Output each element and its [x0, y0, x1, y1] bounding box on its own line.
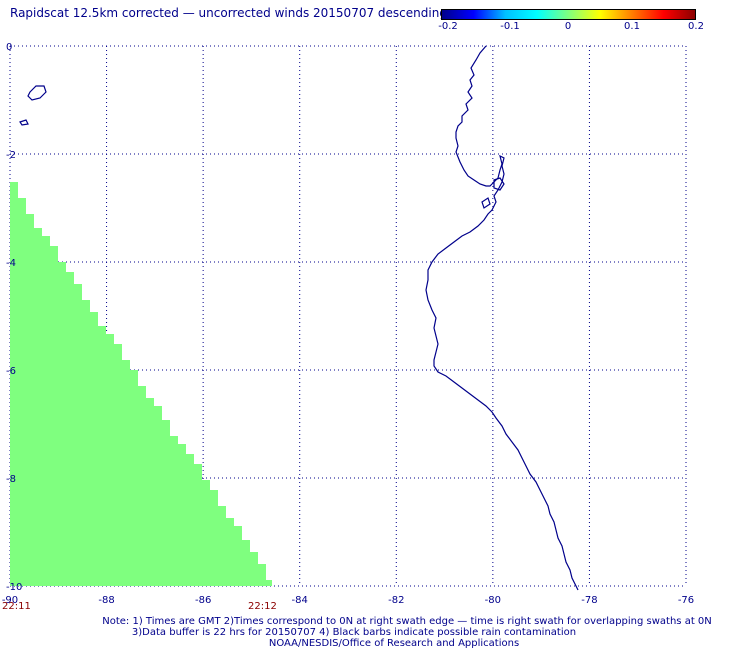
lat-tick-label: -6 [6, 366, 16, 377]
lon-tick-label: -78 [581, 595, 597, 606]
swath-coverage [10, 182, 272, 586]
south-america-coastline [425, 45, 579, 591]
galapagos-island-small [19, 119, 29, 126]
lon-tick-label: -88 [98, 595, 114, 606]
galapagos-island-large [27, 85, 47, 101]
colorbar-tick-label: 0 [564, 21, 572, 32]
puna-island [481, 197, 491, 209]
lon-tick-label: -90 [2, 595, 18, 606]
colorbar-tick-label: -0.1 [500, 21, 520, 32]
footnote-line-1: Note: 1) Times are GMT 2)Times correspon… [102, 616, 712, 627]
lat-tick-label: -2 [6, 150, 16, 161]
swath-time-left: 22:11 [2, 601, 31, 612]
lon-tick-label: -84 [292, 595, 308, 606]
lat-tick-label: -8 [6, 474, 16, 485]
colorbar-tick-label: 0.1 [624, 21, 640, 32]
swath-area [10, 182, 272, 586]
colorbar-tick-label: -0.2 [438, 21, 458, 32]
colorbar [441, 9, 696, 20]
footnote-line-3: NOAA/NESDIS/Office of Research and Appli… [268, 638, 520, 649]
colorbar-tick-label: 0.2 [688, 21, 704, 32]
gulf-island [493, 177, 505, 191]
lat-tick-label: 0 [6, 42, 12, 53]
footnote-line-2: 3)Data buffer is 22 hrs for 20150707 4) … [131, 627, 577, 638]
chart-title: Rapidscat 12.5km corrected — uncorrected… [10, 6, 447, 20]
swath-time-right: 22:12 [248, 601, 277, 612]
coastline [19, 45, 579, 591]
lon-tick-label: -76 [678, 595, 694, 606]
axis-tick-labels: -90 -88 -86 -84 -82 -80 -78 -76 0 -2 -4 -6 -8 -10 [2, 42, 694, 606]
lon-tick-label: -86 [195, 595, 211, 606]
lon-tick-label: -80 [485, 595, 501, 606]
lat-tick-label: -4 [6, 258, 16, 269]
lon-tick-label: -82 [388, 595, 404, 606]
lat-tick-label: -10 [6, 582, 22, 593]
